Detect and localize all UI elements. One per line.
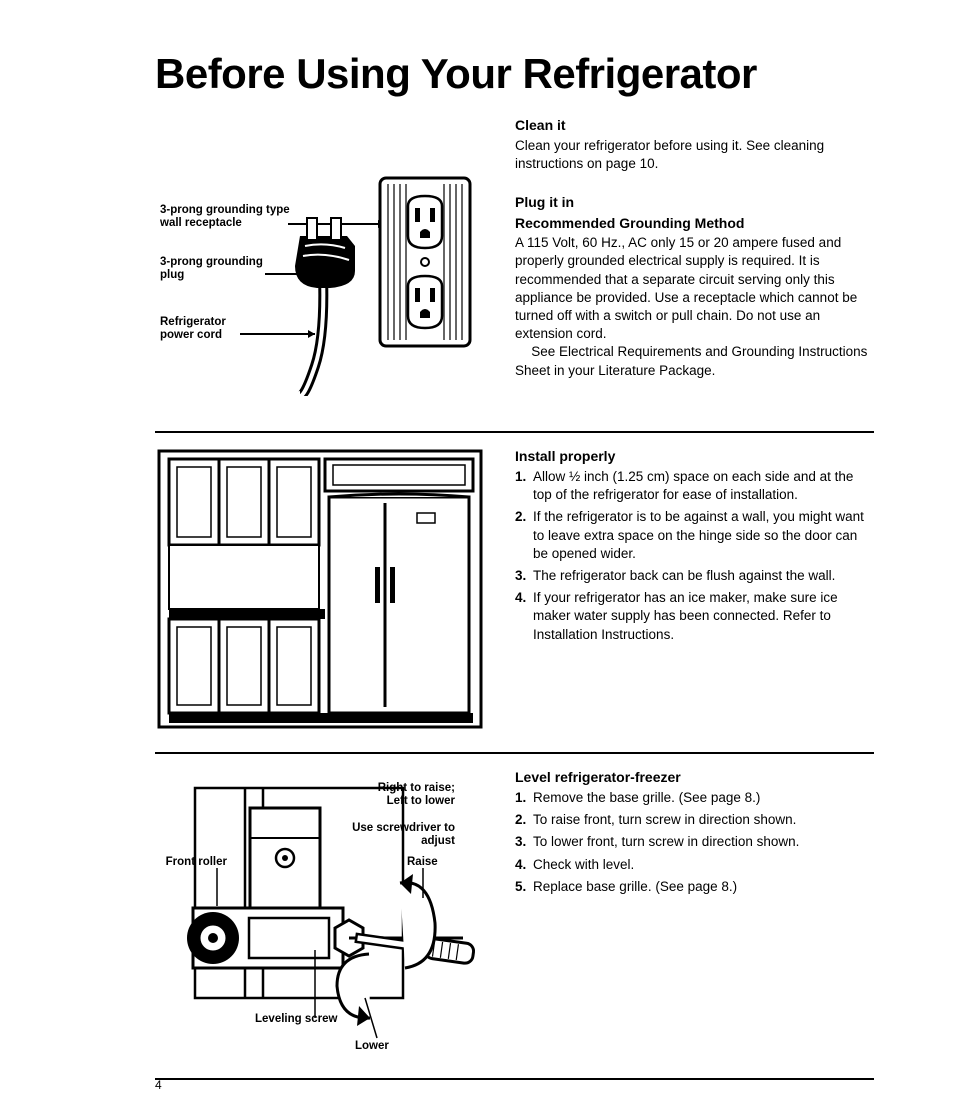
figure-outlet: 3-prong grounding type wall receptacle 3… — [160, 176, 480, 411]
section-plug: 3-prong grounding type wall receptacle 3… — [155, 116, 874, 433]
list-install: 1.Allow ½ inch (1.25 cm) space on each s… — [515, 468, 874, 644]
label-raise: Raise — [407, 856, 438, 869]
text-grounding-2: See Electrical Requirements and Groundin… — [515, 343, 874, 379]
list-item-text: If your refrigerator has an ice maker, m… — [533, 589, 874, 644]
list-item-text: Check with level. — [533, 856, 634, 874]
label-front-roller: Front roller — [155, 856, 227, 869]
list-item: 2.If the refrigerator is to be against a… — [515, 508, 874, 563]
list-item-text: The refrigerator back can be flush again… — [533, 567, 835, 585]
raise-arrow-icon — [400, 874, 435, 968]
list-item: 2.To raise front, turn screw in directio… — [515, 811, 874, 829]
list-item: 4.If your refrigerator has an ice maker,… — [515, 589, 874, 644]
label-right-left: Right to raise; Left to lower — [355, 782, 455, 808]
list-item-text: Replace base grille. (See page 8.) — [533, 878, 737, 896]
list-item: 1.Allow ½ inch (1.25 cm) space on each s… — [515, 468, 874, 504]
heading-grounding: Recommended Grounding Method — [515, 214, 874, 233]
list-item-text: To raise front, turn screw in direction … — [533, 811, 796, 829]
list-item: 4.Check with level. — [515, 856, 874, 874]
list-item: 3.To lower front, turn screw in directio… — [515, 833, 874, 851]
page-number: 4 — [155, 1078, 162, 1092]
list-item-text: Remove the base grille. (See page 8.) — [533, 789, 760, 807]
list-item: 1.Remove the base grille. (See page 8.) — [515, 789, 874, 807]
text-grounding-1: A 115 Volt, 60 Hz., AC only 15 or 20 amp… — [515, 234, 874, 343]
text-clean: Clean your refrigerator before using it.… — [515, 137, 874, 173]
kitchen-icon — [155, 447, 485, 732]
label-screwdriver: Use screwdriver to adjust — [345, 822, 455, 848]
heading-install: Install properly — [515, 447, 874, 466]
figure-install — [155, 447, 485, 732]
plug-icon — [275, 216, 395, 396]
heading-level: Level refrigerator-freezer — [515, 768, 874, 787]
heading-plug: Plug it in — [515, 193, 874, 212]
list-item: 5.Replace base grille. (See page 8.) — [515, 878, 874, 896]
list-item-text: Allow ½ inch (1.25 cm) space on each sid… — [533, 468, 874, 504]
label-leveling-screw: Leveling screw — [255, 1013, 337, 1026]
list-item-text: To lower front, turn screw in direction … — [533, 833, 799, 851]
list-item-text: If the refrigerator is to be against a w… — [533, 508, 874, 563]
lower-arrow-icon — [337, 954, 370, 1026]
section-install: Install properly 1.Allow ½ inch (1.25 cm… — [155, 447, 874, 754]
figure-level: Right to raise; Left to lower Use screwd… — [155, 768, 485, 1058]
section-level: Right to raise; Left to lower Use screwd… — [155, 768, 874, 1080]
heading-clean: Clean it — [515, 116, 874, 135]
page-title: Before Using Your Refrigerator — [155, 50, 874, 98]
list-level: 1.Remove the base grille. (See page 8.) … — [515, 789, 874, 896]
list-item: 3.The refrigerator back can be flush aga… — [515, 567, 874, 585]
label-lower: Lower — [355, 1040, 389, 1053]
